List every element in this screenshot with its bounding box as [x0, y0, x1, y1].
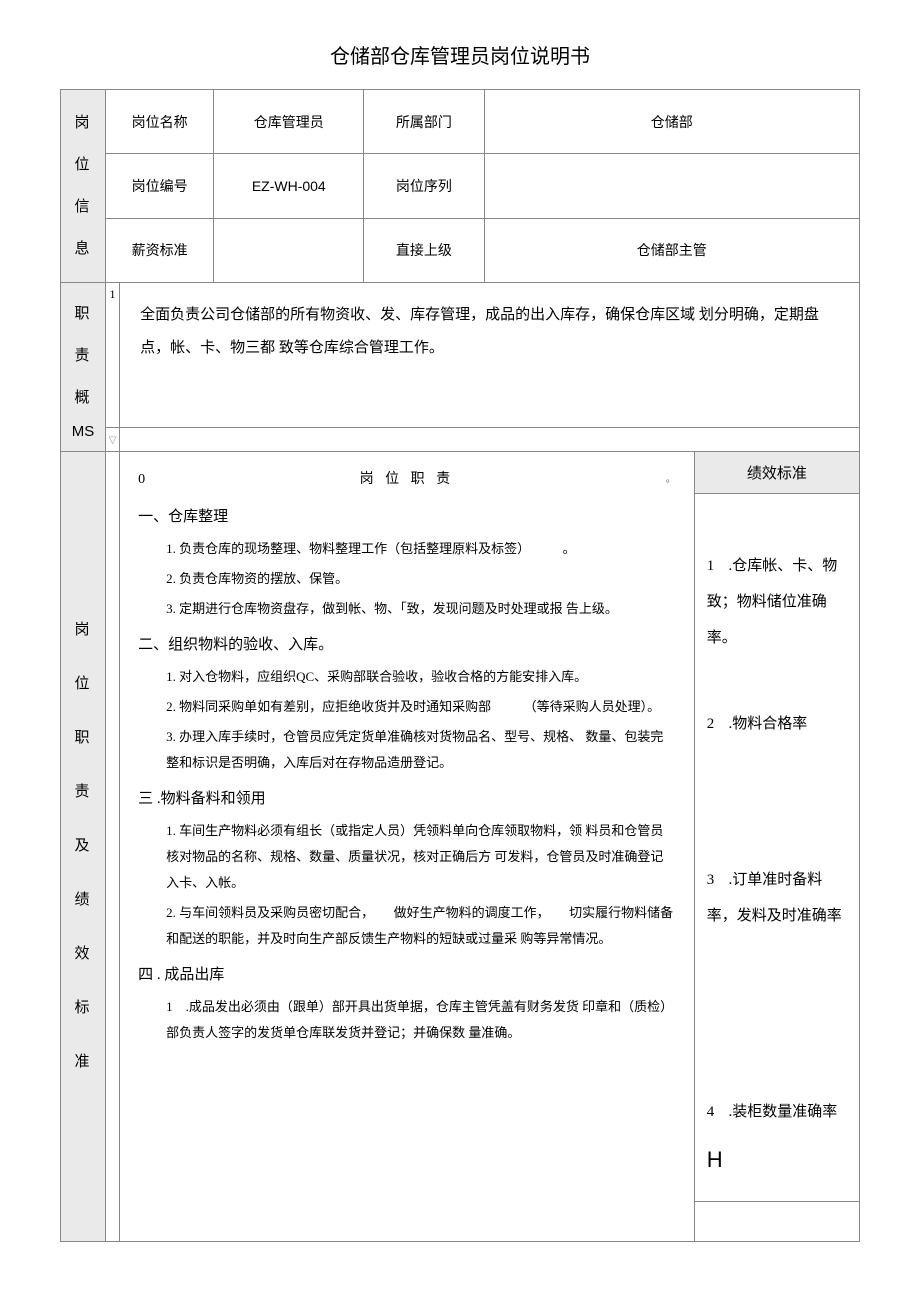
perf-big-h: H — [707, 1134, 847, 1187]
duties-zero: 0 — [138, 466, 156, 494]
duties-heading: 岗 位 职 责 — [156, 466, 658, 494]
page-title: 仓储部仓库管理员岗位说明书 — [60, 40, 860, 69]
label-salary: 薪资标准 — [106, 218, 214, 282]
summary-text: 全面负责公司仓储部的所有物资收、发、库存管理，成品的出入库存，确保仓库区域 划分… — [120, 283, 860, 428]
duties-dot: 。 — [658, 470, 676, 490]
duties-s1-1: 1. 负责仓库的现场整理、物料整理工作（包括整理原料及标签） 。 — [166, 536, 676, 562]
section-label-duties: 岗 位 职 责 及 绩 效 标 准 — [61, 452, 106, 1242]
perf-3-n: 3 — [707, 862, 725, 898]
value-position-name: 仓库管理员 — [214, 90, 364, 154]
duties-s3-h: 三 .物料备料和领用 — [138, 784, 676, 814]
duties-s1-2: 2. 负责仓库物资的摆放、保管。 — [166, 566, 676, 592]
perf-header: 绩效标准 — [694, 452, 859, 494]
label-position-name: 岗位名称 — [106, 90, 214, 154]
perf-2-t: .物料合格率 — [729, 716, 808, 732]
job-spec-table: 岗 位 信 息 岗位名称 仓库管理员 所属部门 仓储部 岗位编号 EZ-WH-0… — [60, 89, 860, 1242]
duties-s1-3: 3. 定期进行仓库物资盘存，做到帐、物、「致，发现问题及时处理或报 告上级。 — [166, 596, 676, 622]
summary-number: 1 — [106, 283, 120, 428]
label-supervisor: 直接上级 — [364, 218, 484, 282]
duties-s2-3: 3. 办理入库手续时，仓管员应凭定货单准确核对货物品名、型号、规格、 数量、包装… — [166, 724, 676, 776]
section-label-summary: 职 责 概 MS — [61, 283, 106, 452]
duties-s2-1: 1. 对入仓物料，应组织QC、采购部联合验收，验收合格的方能安排入库。 — [166, 664, 676, 690]
duties-s1-h: 一、仓库整理 — [138, 502, 676, 532]
value-department: 仓储部 — [484, 90, 860, 154]
summary-tri: ▽ — [106, 428, 120, 452]
perf-1-n: 1 — [707, 548, 725, 584]
label-sequence: 岗位序列 — [364, 154, 484, 218]
duties-s2-2: 2. 物料同采购单如有差别，应拒绝收货并及时通知采购部 （等待采购人员处理）。 — [166, 694, 676, 720]
perf-1-t: .仓库帐、卡、物 致；物料储位准确率。 — [707, 558, 838, 646]
value-position-code: EZ-WH-004 — [214, 154, 364, 218]
duties-s3-1: 1. 车间生产物料必须有组长（或指定人员）凭领料单向仓库领取物料，领 料员和仓管… — [166, 818, 676, 896]
value-salary — [214, 218, 364, 282]
perf-2-n: 2 — [707, 706, 725, 742]
label-position-code: 岗位编号 — [106, 154, 214, 218]
value-sequence — [484, 154, 860, 218]
duties-s2-h: 二、组织物料的验收、入库。 — [138, 630, 676, 660]
label-department: 所属部门 — [364, 90, 484, 154]
duties-s4-1: 1 .成品发出必须由（跟单）部开具出货单据，仓库主管凭盖有财务发货 印章和（质检… — [166, 994, 676, 1046]
duties-s3-2: 2. 与车间领料员及采购员密切配合， 做好生产物料的调度工作， 切实履行物料储备… — [166, 900, 676, 952]
perf-4-t: .装柜数量准确率 — [729, 1104, 838, 1120]
perf-3-t: .订单准时备料率，发料及时准确率 — [707, 872, 842, 924]
section-label-info: 岗 位 信 息 — [61, 90, 106, 283]
perf-4-n: 4 — [707, 1094, 725, 1130]
duties-content: 0 岗 位 职 责 。 一、仓库整理 1. 负责仓库的现场整理、物料整理工作（包… — [120, 452, 695, 1242]
perf-content: 1 .仓库帐、卡、物 致；物料储位准确率。 2 .物料合格率 3 .订单准时备料… — [694, 494, 859, 1202]
duties-s4-h: 四 . 成品出库 — [138, 960, 676, 990]
value-supervisor: 仓储部主管 — [484, 218, 860, 282]
